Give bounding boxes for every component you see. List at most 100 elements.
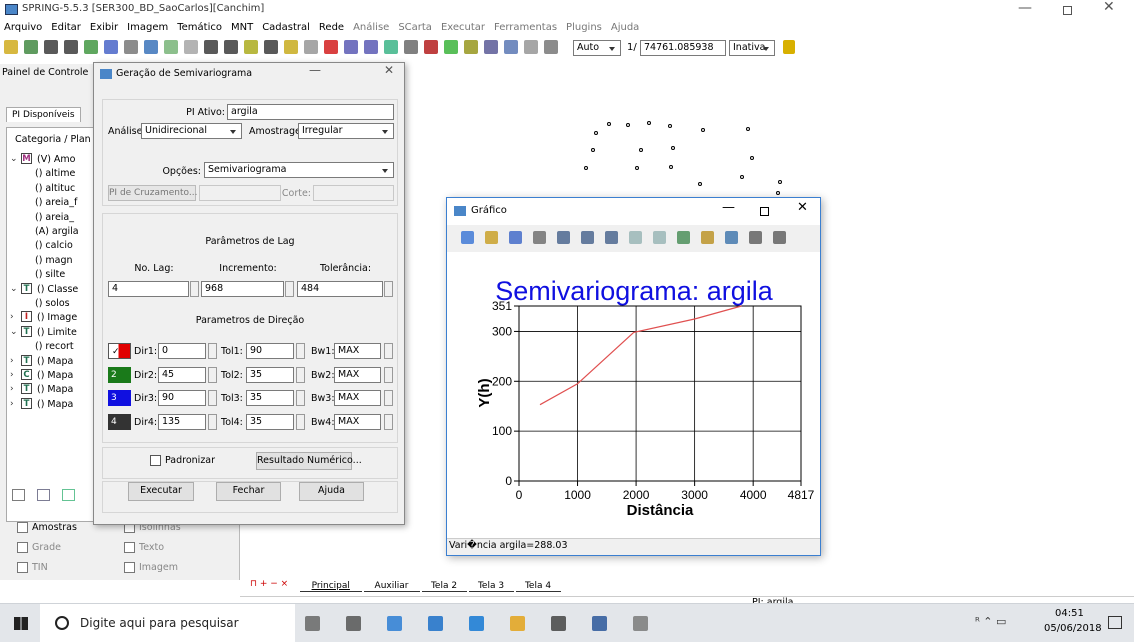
tool-button[interactable] (64, 40, 78, 54)
dialog-button[interactable]: Ajuda (299, 482, 364, 501)
tree-item[interactable]: () calcio (35, 240, 73, 252)
menu-item[interactable]: Plugins (566, 22, 602, 33)
tool-button[interactable] (524, 40, 538, 54)
scale-field[interactable]: 74761.085938 (640, 40, 726, 56)
bw-field[interactable]: MAX (334, 366, 381, 383)
tool-button[interactable] (544, 40, 558, 54)
menu-item[interactable]: Editar (51, 22, 81, 33)
tree-item[interactable]: () areia_ (35, 211, 75, 223)
graph-tool[interactable] (677, 231, 690, 244)
tool-button[interactable] (184, 40, 198, 54)
tool-button[interactable] (284, 40, 298, 54)
checkbox[interactable] (17, 562, 28, 573)
graph-tool[interactable] (725, 231, 738, 244)
tree-item[interactable]: () recort (35, 341, 74, 353)
tree-item[interactable]: () Mapa (37, 398, 74, 410)
tol-field[interactable]: 35 (246, 366, 294, 383)
tool-button[interactable] (404, 40, 418, 54)
menu-item[interactable]: Ajuda (610, 22, 640, 33)
tool-button[interactable] (464, 40, 478, 54)
tool-button[interactable] (204, 40, 218, 54)
graph-tool[interactable] (485, 231, 498, 244)
tool-button[interactable] (164, 40, 178, 54)
normalize-checkbox[interactable] (150, 455, 161, 466)
search-text[interactable]: Digite aqui para pesquisar (80, 616, 239, 630)
cross-button[interactable]: PI de Cruzamento... (108, 185, 197, 201)
panel-tab[interactable]: PI Disponíveis (6, 107, 81, 122)
tool-button[interactable] (324, 40, 338, 54)
tol-field[interactable]: 35 (246, 414, 294, 431)
checkbox[interactable] (17, 522, 28, 533)
menu-item[interactable]: Ferramentas (494, 22, 558, 33)
tree-item[interactable]: (A) argila (35, 226, 79, 237)
tool-button[interactable] (104, 40, 118, 54)
taskbar-app[interactable] (387, 616, 402, 631)
tree-item[interactable]: () areia_f (35, 197, 78, 209)
tool-button[interactable] (384, 40, 398, 54)
screen-tab[interactable]: Principal (300, 581, 362, 592)
dir-field[interactable]: 135 (158, 414, 206, 431)
graph-tool[interactable] (773, 231, 786, 244)
graph-tool[interactable] (509, 231, 522, 244)
taskbar-app[interactable] (469, 616, 484, 631)
graph-tool[interactable] (605, 231, 618, 244)
pi-field[interactable]: argila (227, 104, 394, 120)
tree-item[interactable]: () magn (35, 254, 73, 266)
checkbox[interactable] (124, 542, 135, 553)
dir-field[interactable]: 90 (158, 390, 206, 407)
tool-button[interactable] (144, 40, 158, 54)
tool-button[interactable] (424, 40, 438, 54)
tool-button[interactable] (224, 40, 238, 54)
graph-tool[interactable] (557, 231, 570, 244)
taskbar-app[interactable] (633, 616, 648, 631)
dir-field[interactable]: 45 (158, 366, 206, 383)
direction-color[interactable]: ✓ (108, 343, 131, 359)
lag-field[interactable]: 4 (108, 281, 189, 297)
taskbar-app[interactable] (510, 616, 525, 631)
tol-field[interactable]: 35 (246, 390, 294, 407)
options-select[interactable]: Semivariograma (204, 162, 394, 178)
menu-item[interactable]: Imagem (127, 22, 169, 33)
taskbar-app[interactable] (551, 616, 566, 631)
tree-item[interactable]: () Mapa (37, 355, 74, 367)
tool-button[interactable] (504, 40, 518, 54)
tool-button[interactable] (124, 40, 138, 54)
bw-field[interactable]: MAX (334, 414, 381, 431)
tool-button[interactable] (244, 40, 258, 54)
checkbox[interactable] (17, 542, 28, 553)
tool-button[interactable] (304, 40, 318, 54)
dialog-button[interactable]: Executar (128, 482, 194, 501)
tree-item[interactable]: () Image (37, 312, 78, 324)
menu-item[interactable]: Arquivo (4, 22, 43, 33)
tree-item[interactable]: () Mapa (37, 370, 74, 381)
taskbar-app[interactable] (346, 616, 361, 631)
screen-tab[interactable]: Tela 2 (421, 581, 467, 592)
direction-color[interactable]: 3 (108, 390, 131, 407)
analysis-select[interactable]: Unidirecional (141, 123, 242, 139)
direction-color[interactable]: 2 (108, 366, 131, 383)
graph-tool[interactable] (749, 231, 762, 244)
lag-field[interactable]: 968 (201, 281, 284, 297)
tool-button[interactable] (264, 40, 278, 54)
menu-item[interactable]: Análise (353, 22, 390, 33)
tool-button[interactable] (344, 40, 358, 54)
graph-tool[interactable] (701, 231, 714, 244)
tree-item[interactable]: () altime (35, 168, 76, 180)
taskbar-app[interactable] (592, 616, 607, 631)
tree-item[interactable]: () Mapa (37, 384, 74, 396)
tool-button[interactable] (364, 40, 378, 54)
lag-field[interactable]: 484 (297, 281, 383, 297)
tool-button[interactable] (44, 40, 58, 54)
graph-tool[interactable] (461, 231, 474, 244)
numeric-button[interactable]: Resultado Numérico... (256, 452, 362, 470)
tree-item[interactable]: () silte (35, 269, 66, 281)
dir-field[interactable]: 0 (158, 343, 206, 359)
menu-item[interactable]: SCarta (398, 22, 432, 33)
taskbar-app[interactable] (428, 616, 443, 631)
start-button[interactable] (14, 617, 28, 630)
menu-item[interactable]: Exibir (89, 22, 119, 33)
graph-tool[interactable] (533, 231, 546, 244)
tree-item[interactable]: (V) Amo (37, 154, 76, 165)
bw-field[interactable]: MAX (334, 343, 381, 359)
taskbar-app[interactable] (305, 616, 320, 631)
